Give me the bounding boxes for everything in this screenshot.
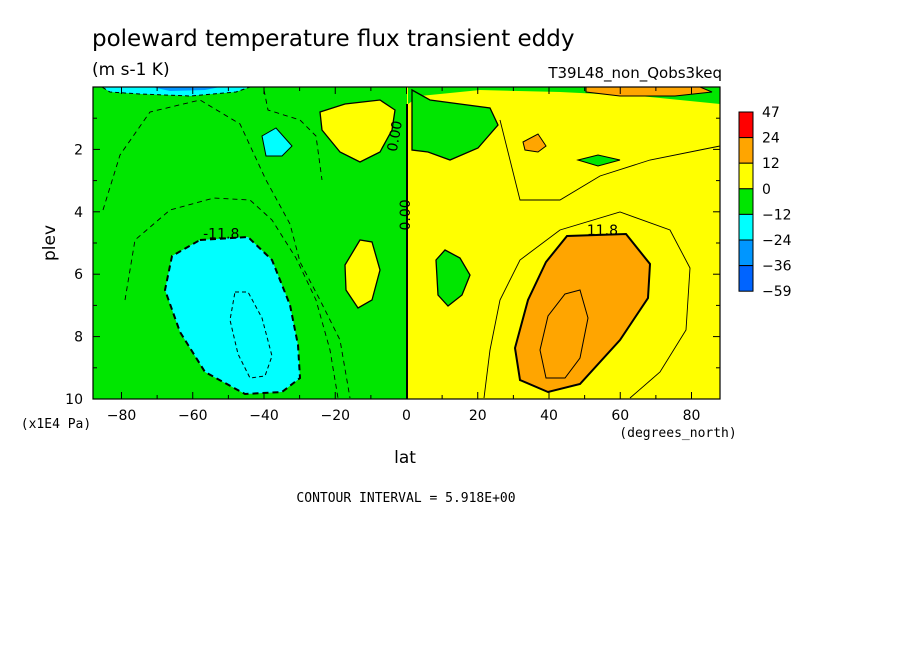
top-cyan-band [101,87,251,97]
colorbar-swatch [738,213,754,241]
chart-subtitle: (m s-1 K) [92,60,170,80]
y-tick-label: 6 [74,267,83,283]
y-axis-units: (x1E4 Pa) [21,417,91,432]
negative-core-cyan [163,235,302,396]
upper-negative-contour [263,89,323,181]
y-axis-label: plev [40,225,60,261]
x-tick-label: 80 [683,408,701,424]
colorbar-label: 24 [762,131,780,147]
x-tick-label: −60 [178,408,208,424]
colorbar-swatch [738,188,754,215]
y-axis: 2 4 6 8 10 [65,117,720,408]
x-tick-label: −80 [107,408,137,424]
y-tick-label: 4 [74,205,83,221]
small-green-patch [576,154,621,167]
small-orange-patch [522,133,547,153]
upper-negative-blob-north [411,88,499,161]
chart-title: poleward temperature flux transient eddy [92,26,574,52]
colorbar-label: −36 [762,259,792,275]
x-axis-units: (degrees_north) [619,426,736,441]
contour-label: -11.8 [203,226,239,242]
contour-interval-text: CONTOUR INTERVAL = 5.918E+00 [296,491,515,506]
colorbar-swatch [738,162,754,190]
colorbar-swatch [738,111,754,139]
positive-inner-contour [539,289,589,379]
colorbar-swatch [738,137,754,164]
contour-label: 0.00 [385,119,406,152]
x-tick-label: 60 [611,408,629,424]
contour-field [93,87,720,399]
contour-label: 0.00 [398,199,414,230]
colorbar-swatch [738,239,754,267]
upper-positive-blob-south [319,99,396,163]
x-axis: −80 −60 −40 −20 0 20 40 60 80 [107,87,701,424]
mid-negative-contour [124,197,339,399]
colorbar-label: −59 [762,284,792,300]
y-tick-label: 10 [65,392,83,408]
colorbar-label: 47 [762,105,780,121]
x-tick-label: 0 [402,408,411,424]
contour-label: 11.8 [587,223,618,239]
x-tick-label: −40 [249,408,279,424]
x-axis-label: lat [394,448,416,468]
upper-positive-contour [499,119,720,201]
outer-negative-contour [102,99,351,399]
colorbar-label: 12 [762,156,780,172]
positive-core-orange [513,232,652,394]
top-blue-band [152,87,220,91]
colorbar-label: −24 [762,233,792,249]
mid-positive-blob-south [344,239,381,309]
colorbar-label: −12 [762,207,792,223]
y-tick-label: 2 [74,142,83,158]
x-tick-label: 40 [540,408,558,424]
colorbar-label: 0 [762,182,771,198]
x-tick-label: 20 [469,408,487,424]
y-tick-label: 8 [74,330,83,346]
top-orange-band [585,87,713,97]
colorbar-swatch [738,265,754,292]
run-label: T39L48_non_Qobs3keq [547,64,722,83]
x-tick-label: −20 [320,408,350,424]
negative-inner-contour [229,291,273,379]
outer-positive-contour [483,211,691,399]
colorbar: 47 24 12 0 −12 −24 −36 −59 [738,105,792,300]
contour-labels-group: -11.8 11.8 0.00 0.00 [203,119,618,242]
small-cyan-patch [261,127,293,157]
mid-negative-blob-north [435,249,471,307]
